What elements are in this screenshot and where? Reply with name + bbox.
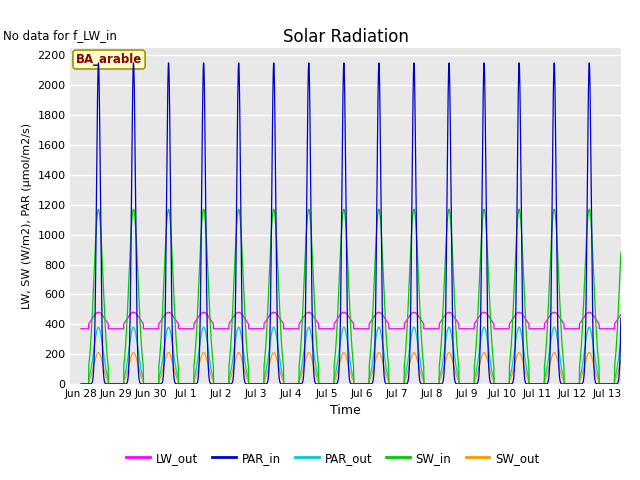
Text: No data for f_LW_in: No data for f_LW_in bbox=[3, 29, 117, 42]
Title: Solar Radiation: Solar Radiation bbox=[283, 28, 408, 47]
Legend: LW_out, PAR_in, PAR_out, SW_in, SW_out: LW_out, PAR_in, PAR_out, SW_in, SW_out bbox=[122, 447, 544, 469]
Text: BA_arable: BA_arable bbox=[76, 53, 142, 66]
Y-axis label: LW, SW (W/m2), PAR (μmol/m2/s): LW, SW (W/m2), PAR (μmol/m2/s) bbox=[22, 123, 32, 309]
X-axis label: Time: Time bbox=[330, 405, 361, 418]
